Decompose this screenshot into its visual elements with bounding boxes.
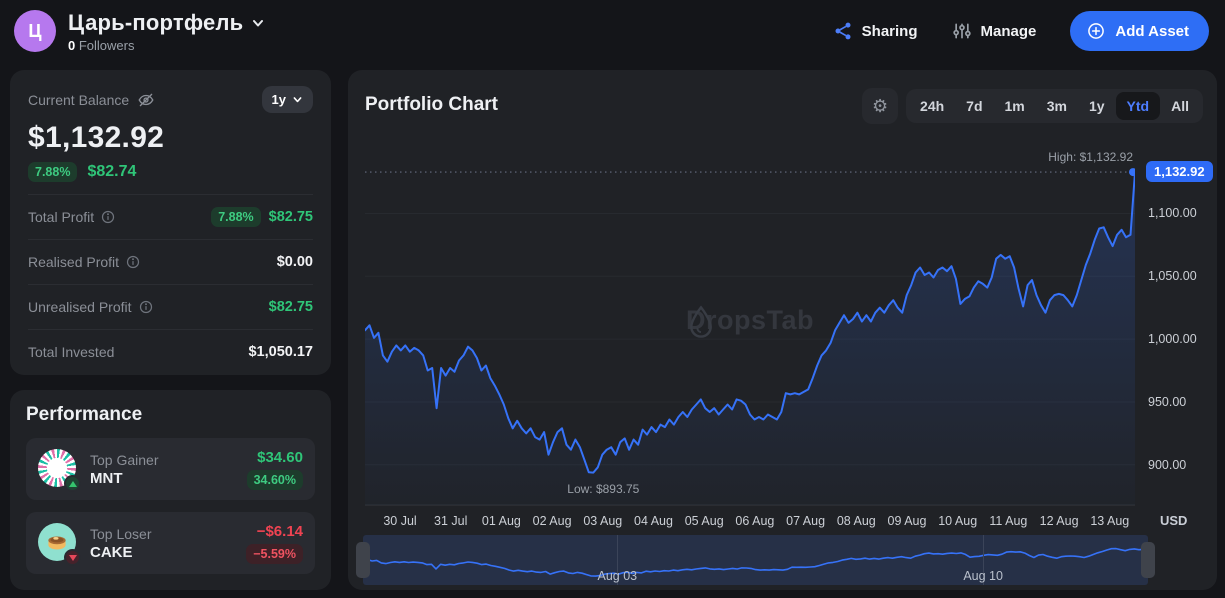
stat-value: $82.75 bbox=[268, 299, 313, 315]
stat-row-total-profit: Total Profit 7.88% $82.75 bbox=[28, 194, 313, 239]
performance-title: Performance bbox=[26, 404, 143, 425]
gear-icon: ⚙ bbox=[871, 95, 889, 117]
gainer-role-label: Top Gainer bbox=[90, 451, 159, 468]
add-asset-button[interactable]: Add Asset bbox=[1070, 11, 1209, 51]
current-value-badge: 1,132.92 bbox=[1146, 161, 1213, 183]
chart-title: Portfolio Chart bbox=[365, 94, 498, 115]
low-value-label: Low: $893.75 bbox=[567, 481, 640, 496]
y-axis-label: 1,100.00 bbox=[1148, 206, 1197, 221]
x-axis-label: 06 Aug bbox=[735, 514, 775, 528]
range-button-all[interactable]: All bbox=[1171, 98, 1189, 114]
stat-row-realised-profit: Realised Profit $0.00 bbox=[28, 239, 313, 284]
stat-label: Total Invested bbox=[28, 344, 115, 360]
high-value-label: High: $1,132.92 bbox=[1048, 150, 1133, 165]
range-button-24h[interactable]: 24h bbox=[920, 98, 945, 114]
sliders-icon bbox=[952, 21, 972, 41]
loser-pct-badge: −5.59% bbox=[246, 543, 303, 564]
plus-circle-icon bbox=[1086, 21, 1106, 41]
x-axis-label: 02 Aug bbox=[532, 514, 572, 528]
x-axis: 30 Jul 31 Jul 01 Aug 02 Aug 03 Aug 04 Aug 05 A… bbox=[365, 505, 1135, 535]
top-loser-row[interactable]: Top Loser CAKE −$6.14 −5.59% bbox=[26, 512, 315, 574]
range-button-7d[interactable]: 7d bbox=[966, 98, 983, 114]
stat-value: $82.75 bbox=[268, 209, 313, 225]
range-button-1m[interactable]: 1m bbox=[1004, 98, 1025, 114]
balance-change-pct-badge: 7.88% bbox=[28, 162, 78, 182]
stat-row-total-invested: Total Invested $1,050.17 bbox=[28, 329, 313, 374]
gainer-symbol: MNT bbox=[90, 469, 123, 487]
x-axis-label: 31 Jul bbox=[434, 514, 468, 528]
stat-label: Total Profit bbox=[28, 209, 95, 225]
y-axis-label: 950.00 bbox=[1148, 394, 1187, 409]
navigator-gridline bbox=[617, 535, 619, 585]
x-axis-label: 04 Aug bbox=[634, 514, 673, 528]
y-axis: 1,100.00 1,050.00 1,000.00 950.00 900.00 bbox=[1148, 155, 1214, 505]
range-button-3m[interactable]: 3m bbox=[1046, 98, 1067, 114]
chart-settings-button[interactable]: ⚙ bbox=[862, 88, 899, 124]
top-bar: Ц Царь-портфель 0 Followers Sharing Mana… bbox=[0, 0, 1225, 62]
period-select[interactable]: 1y bbox=[261, 86, 313, 113]
followers-count: 0 Followers bbox=[68, 37, 135, 53]
info-icon[interactable] bbox=[101, 210, 115, 224]
top-gainer-row[interactable]: Top Gainer MNT $34.60 34.60% bbox=[26, 438, 315, 500]
page-title: Царь-портфель bbox=[68, 9, 244, 35]
navigator-left-handle[interactable] bbox=[356, 542, 370, 578]
range-button-ytd[interactable]: Ytd bbox=[1115, 92, 1161, 120]
gainer-pct-badge: 34.60% bbox=[246, 469, 303, 490]
x-axis-label: 05 Aug bbox=[684, 514, 724, 528]
loser-role-label: Top Loser bbox=[90, 525, 152, 542]
stat-value: $0.00 bbox=[276, 254, 313, 270]
range-button-1y[interactable]: 1y bbox=[1088, 98, 1105, 114]
info-icon[interactable] bbox=[139, 300, 153, 314]
current-balance-label: Current Balance bbox=[28, 91, 130, 108]
period-value: 1y bbox=[271, 92, 286, 107]
x-axis-label: 01 Aug bbox=[481, 514, 521, 528]
portfolio-chart-card: Portfolio Chart ⚙ 24h 7d 1m 3m 1y Ytd All Drop… bbox=[348, 70, 1217, 590]
y-axis-label: 1,050.00 bbox=[1148, 269, 1197, 284]
x-axis-label: 12 Aug bbox=[1039, 514, 1079, 528]
balance-stats: Total Profit 7.88% $82.75 Realised Profi… bbox=[28, 194, 313, 374]
balance-amount: $1,132.92 bbox=[28, 121, 165, 154]
x-axis-label: 13 Aug bbox=[1090, 514, 1130, 528]
performance-card: Performance Top Gainer MNT $34.60 34.60% bbox=[10, 390, 331, 590]
info-icon[interactable] bbox=[126, 255, 140, 269]
time-range-selector: 24h 7d 1m 3m 1y Ytd All bbox=[906, 89, 1203, 123]
sharing-button[interactable]: Sharing bbox=[833, 21, 918, 41]
loser-symbol: CAKE bbox=[90, 543, 133, 561]
x-axis-label: 11 Aug bbox=[989, 514, 1028, 528]
stat-row-unrealised-profit: Unrealised Profit $82.75 bbox=[28, 284, 313, 329]
stat-label: Unrealised Profit bbox=[28, 299, 132, 315]
manage-label: Manage bbox=[980, 22, 1037, 40]
sharing-label: Sharing bbox=[861, 22, 918, 40]
x-axis-label: 30 Jul bbox=[383, 514, 417, 528]
up-arrow-badge bbox=[64, 475, 81, 492]
avatar[interactable]: Ц bbox=[14, 10, 56, 52]
x-axis-label: 10 Aug bbox=[938, 514, 978, 528]
x-axis-label: 03 Aug bbox=[583, 514, 623, 528]
loser-value: −$6.14 bbox=[256, 522, 303, 540]
add-asset-label: Add Asset bbox=[1115, 22, 1189, 40]
x-axis-label: 09 Aug bbox=[887, 514, 927, 528]
navigator-date-label: Aug 03 bbox=[597, 569, 638, 583]
stat-label: Realised Profit bbox=[28, 254, 120, 270]
balance-card: Current Balance 1y $1,132.92 7.88% $82.7… bbox=[10, 70, 331, 375]
down-arrow-badge bbox=[64, 549, 81, 566]
y-axis-label: 1,000.00 bbox=[1148, 332, 1197, 347]
navigator-right-handle[interactable] bbox=[1141, 542, 1155, 578]
currency-label: USD bbox=[1160, 513, 1188, 528]
gainer-value: $34.60 bbox=[257, 448, 303, 466]
x-axis-label: 07 Aug bbox=[786, 514, 826, 528]
chart-navigator[interactable]: Aug 03 Aug 10 bbox=[356, 535, 1155, 585]
x-axis-label: 08 Aug bbox=[836, 514, 876, 528]
total-profit-pct-badge: 7.88% bbox=[211, 207, 261, 227]
chevron-down-icon[interactable] bbox=[251, 16, 265, 30]
eye-off-icon[interactable] bbox=[137, 91, 155, 109]
navigator-gridline bbox=[983, 535, 985, 585]
manage-button[interactable]: Manage bbox=[952, 21, 1037, 41]
y-axis-label: 900.00 bbox=[1148, 457, 1187, 472]
stat-value: $1,050.17 bbox=[248, 344, 313, 360]
portfolio-chart-plot[interactable]: DropsTab bbox=[365, 155, 1135, 505]
navigator-date-label: Aug 10 bbox=[963, 569, 1003, 583]
share-icon bbox=[833, 21, 853, 41]
balance-change-amount: $82.74 bbox=[87, 163, 137, 180]
